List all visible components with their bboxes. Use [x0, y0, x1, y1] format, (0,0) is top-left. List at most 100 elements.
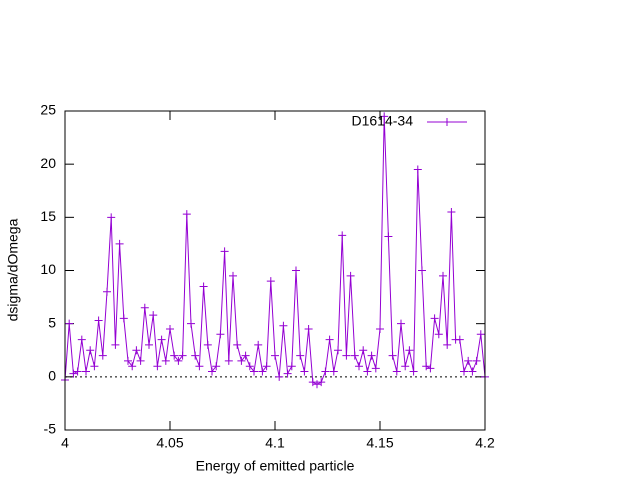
point: [418, 266, 426, 275]
point: [254, 340, 263, 349]
point: [77, 335, 86, 344]
y-tick-label: 5: [48, 314, 56, 330]
point: [325, 335, 334, 344]
point: [107, 213, 116, 222]
point: [287, 362, 296, 371]
point: [103, 287, 111, 296]
x-tick-label: 4.1: [265, 435, 285, 451]
point: [69, 369, 78, 378]
point: [111, 340, 120, 349]
y-tick-label: 15: [40, 208, 56, 224]
point: [128, 362, 137, 371]
point: [329, 367, 338, 376]
point: [271, 351, 279, 360]
point: [426, 364, 435, 373]
point: [376, 324, 384, 333]
point: [124, 356, 132, 365]
point: [229, 271, 237, 280]
point: [86, 346, 95, 355]
point: [392, 367, 401, 376]
point: [439, 271, 447, 280]
point: [199, 282, 208, 291]
x-tick-label: 4.15: [366, 435, 393, 451]
point: [258, 367, 267, 376]
x-tick-label: 4: [61, 435, 69, 451]
x-axis-label: Energy of emitted particle: [196, 458, 355, 474]
point: [145, 340, 153, 349]
point: [166, 324, 174, 333]
point: [90, 362, 99, 371]
y-tick-label: 0: [48, 368, 56, 384]
point: [174, 356, 183, 365]
point: [380, 112, 389, 121]
point: [464, 356, 473, 365]
point: [313, 380, 321, 389]
point: [359, 346, 368, 355]
point: [321, 367, 330, 376]
point: [443, 340, 452, 349]
point: [350, 351, 359, 360]
point: [212, 362, 221, 371]
point: [447, 208, 456, 217]
point: [460, 367, 468, 376]
point: [157, 335, 166, 344]
point: [476, 330, 485, 339]
point: [233, 340, 242, 349]
plot-border: [64, 110, 486, 431]
point: [334, 346, 342, 355]
point: [434, 330, 443, 339]
point: [208, 367, 216, 376]
point: [472, 356, 481, 365]
point: [422, 362, 431, 371]
legend-label: D1614-34: [352, 113, 414, 129]
point: [136, 356, 145, 365]
point: [245, 362, 254, 371]
point: [187, 319, 195, 328]
point: [220, 247, 229, 256]
point: [149, 311, 158, 320]
point: [82, 367, 90, 376]
point: [191, 351, 200, 360]
point: [397, 319, 405, 328]
point: [388, 351, 397, 360]
point: [308, 378, 317, 387]
point: [266, 277, 275, 286]
point: [115, 239, 124, 248]
point: [182, 210, 191, 219]
point: [338, 231, 347, 240]
y-tick-label: 10: [40, 261, 56, 277]
x-tick-label: 4.2: [475, 435, 495, 451]
point: [250, 367, 258, 376]
point: [73, 367, 82, 376]
y-axis-label: dsigma/dOmega: [5, 218, 21, 321]
point: [203, 340, 212, 349]
point: [132, 346, 141, 355]
point: [275, 372, 284, 381]
point: [241, 351, 250, 360]
point: [342, 351, 351, 360]
point: [346, 271, 355, 280]
point: [170, 351, 179, 360]
point: [355, 362, 363, 371]
point: [98, 351, 107, 360]
point: [283, 369, 292, 378]
point: [140, 303, 149, 312]
point: [304, 324, 313, 333]
point: [119, 314, 128, 323]
point: [413, 165, 422, 174]
x-tick-label: 4.05: [156, 435, 183, 451]
point: [296, 351, 305, 360]
point: [384, 232, 393, 241]
point: [195, 362, 204, 371]
point: [363, 367, 372, 376]
y-tick-label: 20: [40, 155, 56, 171]
point: [161, 356, 170, 365]
point: [430, 314, 439, 323]
point: [262, 362, 271, 371]
point: [292, 266, 300, 275]
legend-marker: [443, 118, 451, 126]
point: [237, 356, 246, 365]
point: [317, 378, 326, 387]
series-line: [64, 116, 486, 385]
